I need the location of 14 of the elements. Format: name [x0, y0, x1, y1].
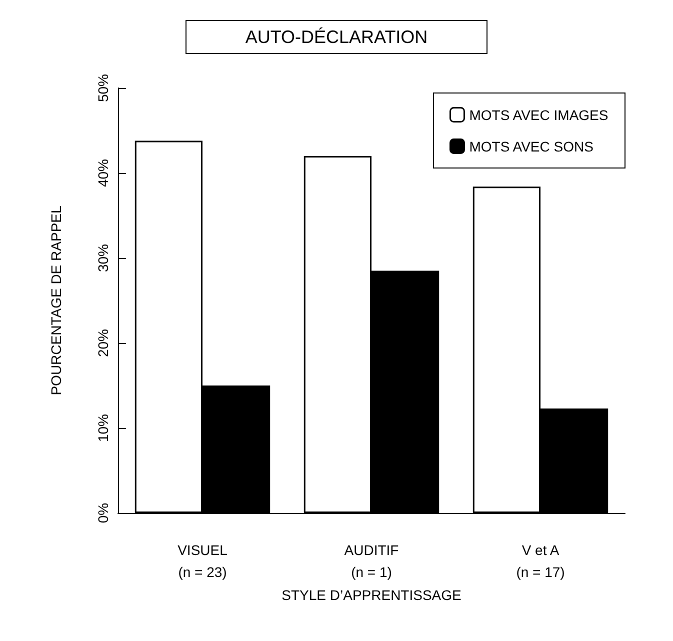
y-tick-label: 50%: [95, 74, 111, 102]
legend-label: MOTS AVEC IMAGES: [469, 106, 608, 123]
x-tick-label: VISUEL (n = 23): [178, 542, 228, 580]
y-tick-label: 10%: [95, 414, 111, 442]
y-tick-label: 30%: [95, 244, 111, 272]
x-tick-label: V et A (n = 17): [516, 542, 565, 580]
y-axis-title: POURCENTAGE DE RAPPEL: [48, 206, 64, 396]
x-tick-label: AUDITIF (n = 1): [344, 542, 399, 580]
y-tick-label: 40%: [95, 158, 111, 188]
y-tick-label: 0%: [95, 502, 111, 524]
chart-title: AUTO-DÉCLARATION: [245, 27, 428, 47]
legend-label: MOTS AVEC SONS: [469, 138, 594, 154]
y-tick-label: 20%: [95, 328, 111, 358]
x-axis-title: STYLE D’APPRENTISSAGE: [282, 587, 462, 603]
